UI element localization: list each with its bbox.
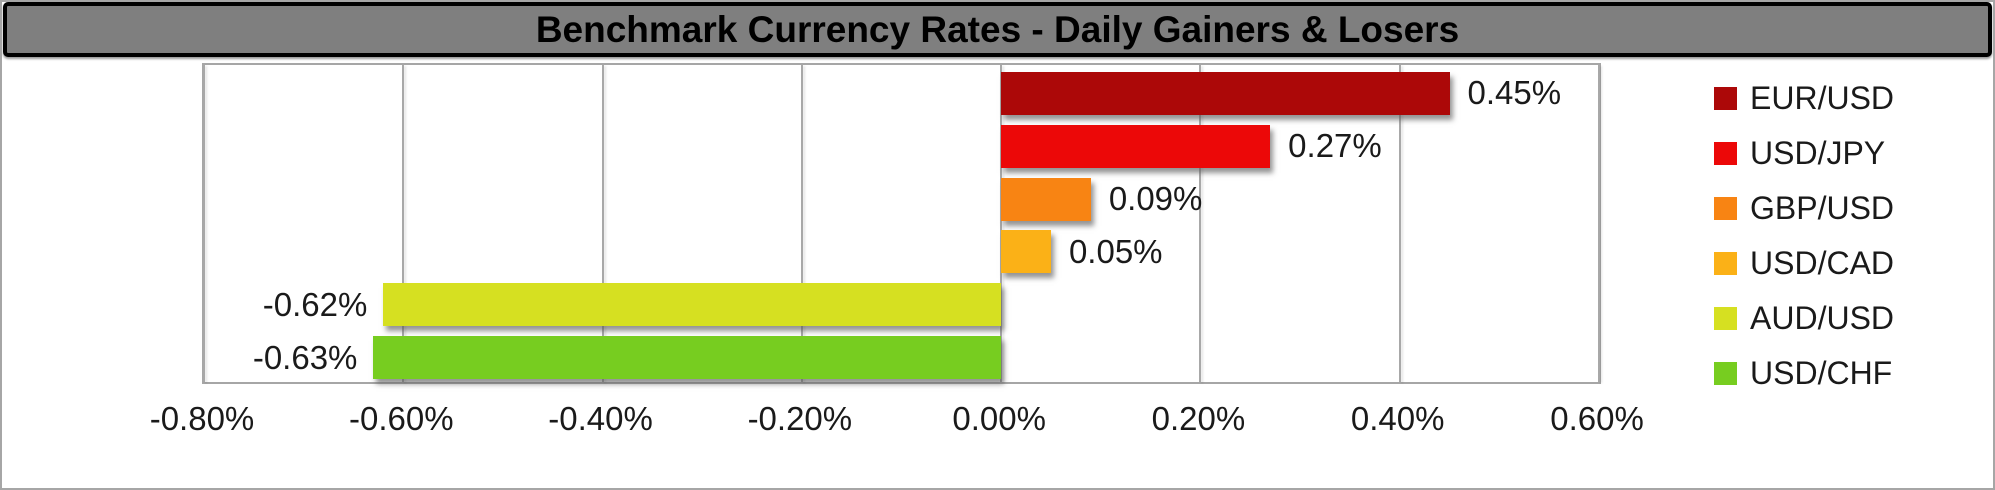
gridline--0-20- bbox=[800, 65, 803, 382]
gridline--0-40- bbox=[601, 65, 604, 382]
legend-item-eur-usd: EUR/USD bbox=[1714, 71, 1984, 126]
x-tick-label: 0.00% bbox=[952, 400, 1046, 437]
x-axis: -0.80% -0.60% -0.40% -0.20% 0.00% 0.20% 0.40% 0… bbox=[150, 400, 1644, 442]
bar-usd-chf bbox=[373, 336, 1002, 380]
x-tick-label: -0.20% bbox=[747, 400, 853, 437]
legend-item-usd-cad: USD/CAD bbox=[1714, 236, 1984, 291]
chart-title: Benchmark Currency Rates - Daily Gainers… bbox=[535, 8, 1460, 50]
x-tick-label: -0.40% bbox=[548, 400, 653, 437]
x-tick-label: -0.60% bbox=[349, 400, 454, 437]
value-label-usd-jpy: 0.27% bbox=[1288, 127, 1382, 165]
x-tick-label: 0.60% bbox=[1550, 400, 1644, 437]
legend-item-usd-jpy: USD/JPY bbox=[1714, 126, 1984, 181]
gridline-0-60- bbox=[1598, 65, 1600, 382]
bar-gbp-usd bbox=[1001, 177, 1091, 221]
bar-eur-usd bbox=[1001, 71, 1450, 115]
bar-usd-cad bbox=[1001, 230, 1051, 274]
legend-label: USD/CAD bbox=[1750, 245, 1895, 281]
x-tick-label: 0.40% bbox=[1350, 400, 1445, 437]
legend-label: EUR/USD bbox=[1750, 80, 1895, 116]
value-label-eur-usd: 0.45% bbox=[1467, 74, 1562, 112]
bar-usd-jpy bbox=[1001, 124, 1271, 168]
value-label-gbp-usd: 0.09% bbox=[1108, 180, 1203, 218]
x-tick-label: -0.80% bbox=[149, 400, 255, 437]
gridline--0-60- bbox=[402, 65, 405, 382]
value-label-usd-cad: 0.05% bbox=[1068, 232, 1163, 270]
legend-item-gbp-usd: GBP/USD bbox=[1714, 181, 1984, 236]
legend-swatch-icon bbox=[1714, 362, 1737, 385]
x-tick-label: 0.20% bbox=[1151, 400, 1246, 437]
plot-area: 0.45% 0.27% 0.09% 0.05% -0.62% -0.63% bbox=[202, 63, 1601, 384]
gridline--0-80- bbox=[203, 65, 205, 382]
value-label-aud-usd: -0.62% bbox=[262, 285, 368, 323]
bar-aud-usd bbox=[383, 283, 1002, 327]
legend-label: USD/JPY bbox=[1750, 135, 1886, 171]
legend: EUR/USD USD/JPY GBP/USD USD/CAD AUD/USD USD/C… bbox=[1714, 71, 1984, 401]
legend-item-aud-usd: AUD/USD bbox=[1714, 291, 1984, 346]
value-label-usd-chf: -0.63% bbox=[252, 338, 358, 376]
legend-swatch-icon bbox=[1714, 307, 1737, 330]
legend-item-usd-chf: USD/CHF bbox=[1714, 346, 1984, 401]
legend-label: USD/CHF bbox=[1750, 355, 1893, 391]
gridline-0-00- bbox=[1000, 65, 1003, 382]
legend-label: AUD/USD bbox=[1750, 300, 1895, 336]
gridline-0-40- bbox=[1398, 65, 1401, 382]
chart-title-bar: Benchmark Currency Rates - Daily Gainers… bbox=[3, 2, 1992, 57]
legend-label: GBP/USD bbox=[1750, 190, 1895, 226]
gridline-0-20- bbox=[1199, 65, 1202, 382]
legend-swatch-icon bbox=[1714, 142, 1737, 165]
legend-swatch-icon bbox=[1714, 252, 1737, 275]
legend-swatch-icon bbox=[1714, 197, 1737, 220]
legend-swatch-icon bbox=[1714, 87, 1737, 110]
